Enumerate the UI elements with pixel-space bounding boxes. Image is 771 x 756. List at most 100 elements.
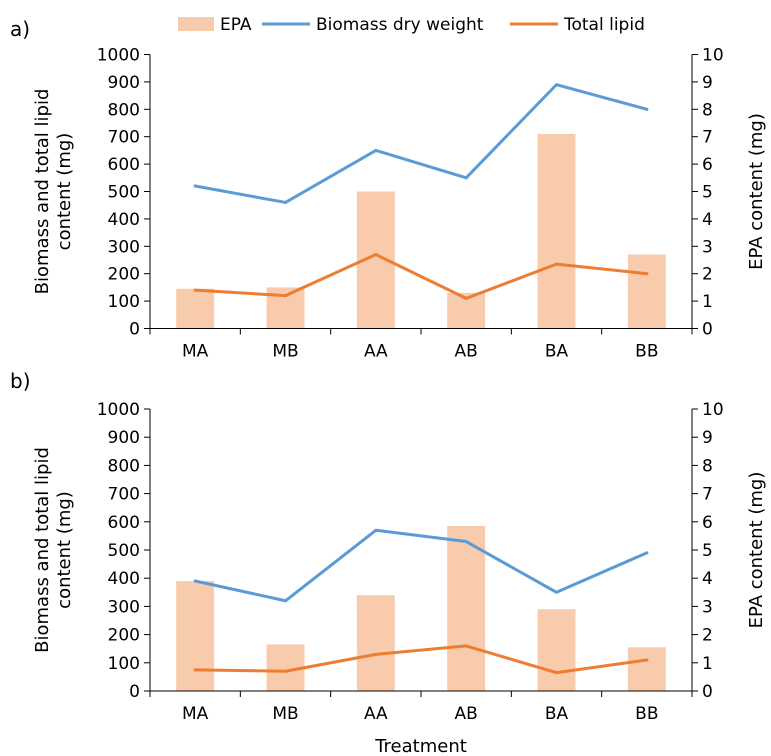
x-tick-label: BA xyxy=(545,704,569,724)
right-tick-label: 10 xyxy=(702,400,724,420)
legend: EPA Biomass dry weight Total lipid xyxy=(178,15,645,35)
series-point xyxy=(374,253,378,257)
series-point xyxy=(284,669,287,673)
series-line-biomass-dry-weight xyxy=(193,83,649,204)
left-tick-label: 300 xyxy=(108,237,140,257)
right-tick-label: 2 xyxy=(702,265,713,285)
series-point xyxy=(193,288,197,292)
right-axis-title: EPA content (mg) xyxy=(746,472,767,629)
epa-bar xyxy=(627,647,666,691)
right-tick-label: 7 xyxy=(702,485,713,505)
series-point xyxy=(464,644,468,648)
series-point xyxy=(284,599,287,603)
series-point xyxy=(645,272,649,276)
left-tick-label: 900 xyxy=(108,73,140,93)
x-tick-label: AA xyxy=(364,704,388,724)
left-tick-label: 500 xyxy=(108,541,140,561)
series-point xyxy=(193,184,197,188)
x-tick-label: AB xyxy=(455,704,478,724)
legend-swatch xyxy=(178,17,214,31)
epa-bar xyxy=(176,288,215,329)
x-tick-label: MA xyxy=(182,342,209,362)
x-tick-label: BA xyxy=(545,342,569,362)
right-tick-label: 9 xyxy=(702,428,713,448)
right-tick-label: 0 xyxy=(702,320,713,340)
legend-item-epa: EPA xyxy=(178,15,252,35)
right-tick-label: 1 xyxy=(702,292,713,312)
series-point xyxy=(193,579,197,583)
x-tick-label: AB xyxy=(455,342,478,362)
series-point xyxy=(555,590,558,594)
legend-label: EPA xyxy=(220,15,252,35)
left-tick-label: 300 xyxy=(108,597,140,617)
series-point xyxy=(464,296,468,300)
series-point xyxy=(374,148,378,152)
left-tick-label: 0 xyxy=(129,682,140,702)
right-tick-label: 8 xyxy=(702,456,713,476)
left-tick-label: 800 xyxy=(108,456,140,476)
series-line-total-lipid xyxy=(193,644,649,675)
right-tick-label: 7 xyxy=(702,128,713,148)
left-tick-label: 400 xyxy=(108,210,140,230)
left-tick-label: 0 xyxy=(129,320,140,340)
right-tick-label: 8 xyxy=(702,100,713,120)
left-tick-label: 1000 xyxy=(97,46,140,66)
right-tick-label: 0 xyxy=(702,682,713,702)
left-tick-label: 700 xyxy=(108,485,140,505)
series-line-biomass-dry-weight xyxy=(193,528,649,603)
chart-panels: a)01002003004005006007008009001000012345… xyxy=(10,17,767,724)
left-tick-label: 1000 xyxy=(97,400,140,420)
epa-bar xyxy=(627,254,666,329)
right-tick-label: 4 xyxy=(702,210,713,230)
x-tick-label: BB xyxy=(635,342,658,362)
x-tick-label: MB xyxy=(272,342,298,362)
left-tick-label: 100 xyxy=(108,654,140,674)
legend-label: Total lipid xyxy=(563,15,645,35)
legend-item-total-lipid: Total lipid xyxy=(510,15,645,35)
right-tick-label: 2 xyxy=(702,626,713,646)
x-tick-label: MB xyxy=(272,704,298,724)
right-tick-label: 3 xyxy=(702,237,713,257)
left-tick-label: 800 xyxy=(108,100,140,120)
legend-item-biomass-dry-weight: Biomass dry weight xyxy=(262,15,484,35)
x-tick-label: AA xyxy=(364,342,388,362)
x-axis-title: Treatment xyxy=(374,736,467,756)
left-tick-label: 100 xyxy=(108,292,140,312)
series-point xyxy=(645,551,649,555)
left-tick-label: 900 xyxy=(108,428,140,448)
right-tick-label: 4 xyxy=(702,569,713,589)
series-point xyxy=(193,668,197,672)
left-tick-label: 400 xyxy=(108,569,140,589)
series-point xyxy=(374,652,378,656)
left-tick-label: 700 xyxy=(108,128,140,148)
chart-panel-a: a) 0 100 200 300 400 500 600 700 800 900 1000 0 1 2 3 4 5… xyxy=(10,17,767,362)
left-tick-label: 200 xyxy=(108,265,140,285)
right-tick-label: 9 xyxy=(702,73,713,93)
right-tick-label: 3 xyxy=(702,597,713,617)
x-tick-label: BB xyxy=(635,704,658,724)
epa-bar xyxy=(447,526,486,691)
right-axis-title: EPA content (mg) xyxy=(746,113,767,270)
series-point xyxy=(374,528,378,532)
right-tick-label: 6 xyxy=(702,155,713,175)
left-tick-label: 600 xyxy=(108,513,140,533)
epa-bar xyxy=(537,133,576,329)
right-tick-label: 10 xyxy=(702,46,724,66)
x-tick-label: MA xyxy=(182,704,209,724)
left-axis-title: Biomass and total lipidcontent (mg) xyxy=(32,89,75,295)
series-line-total-lipid xyxy=(193,253,649,300)
left-tick-label: 200 xyxy=(108,626,140,646)
epa-bar xyxy=(356,595,395,691)
panel-label: a) xyxy=(10,17,30,41)
panel-label: b) xyxy=(10,369,31,393)
epa-bar xyxy=(537,609,576,691)
series-point xyxy=(464,540,468,544)
right-tick-label: 5 xyxy=(702,541,713,561)
series-point xyxy=(555,83,558,87)
series-point xyxy=(645,107,649,111)
left-axis-title: Biomass and total lipidcontent (mg) xyxy=(32,447,75,653)
right-tick-label: 6 xyxy=(702,513,713,533)
left-tick-label: 500 xyxy=(108,183,140,203)
series-point xyxy=(464,176,468,180)
